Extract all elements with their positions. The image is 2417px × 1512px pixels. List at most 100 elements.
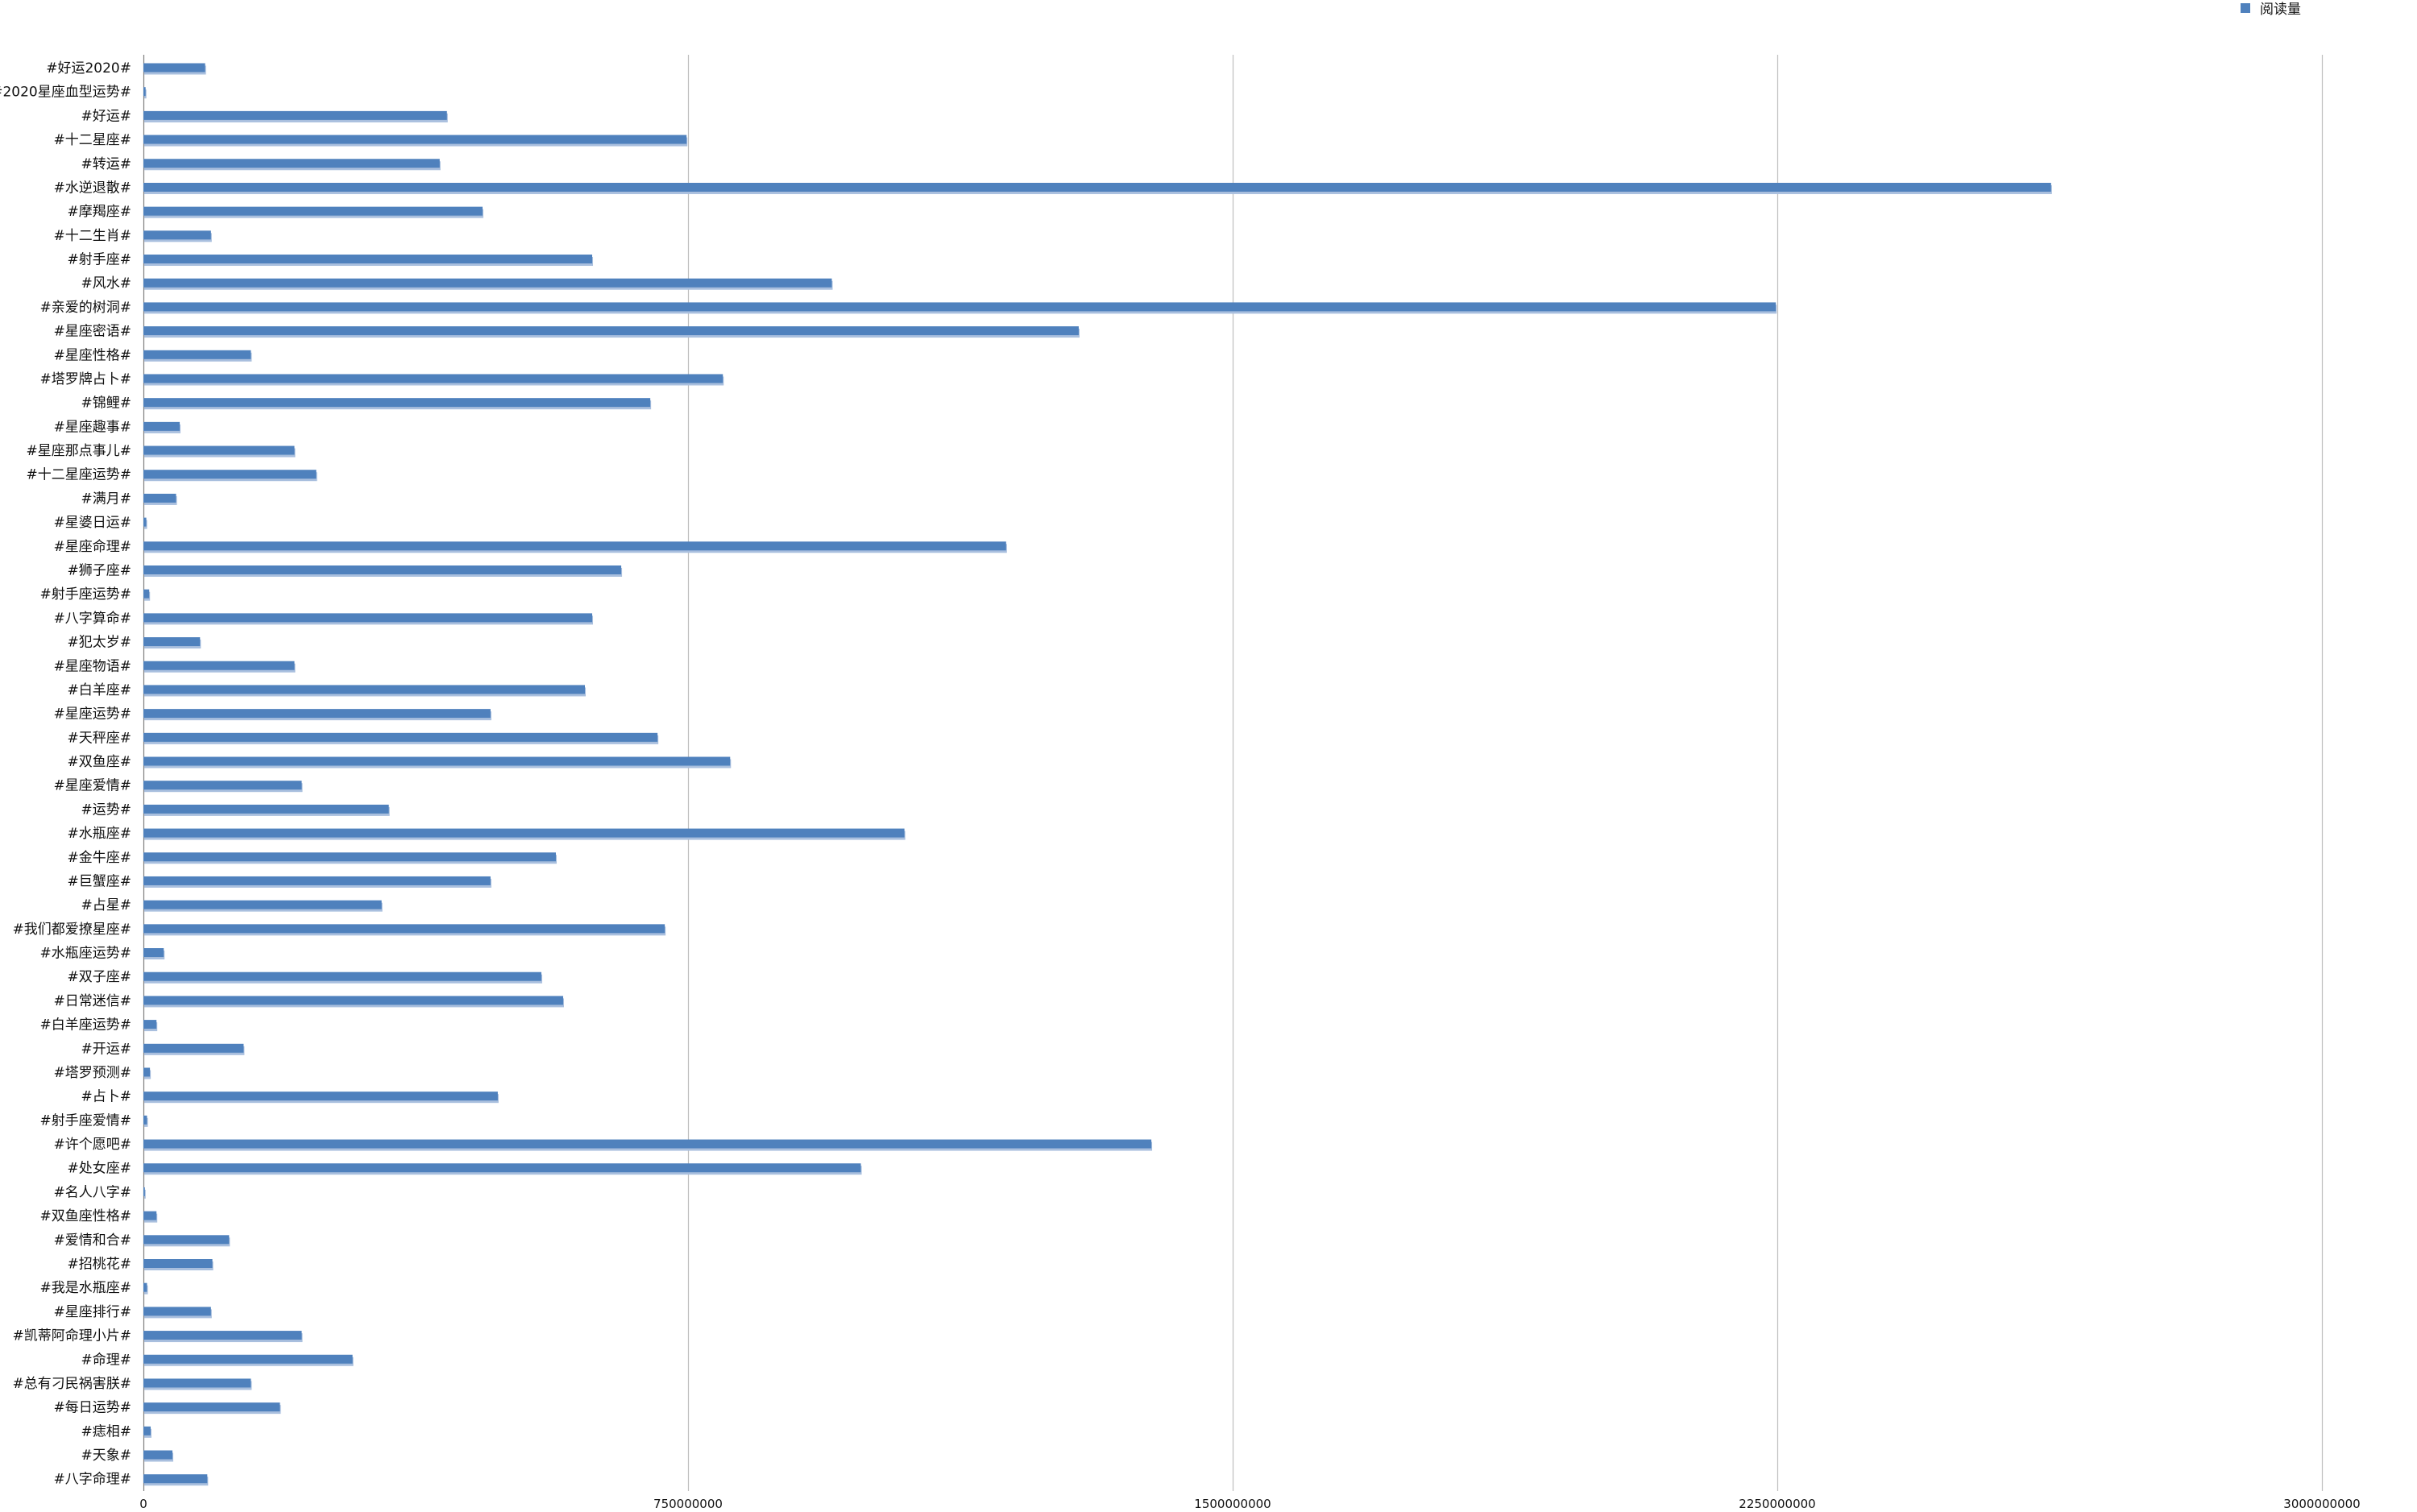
bar (143, 1235, 230, 1245)
bar (143, 1163, 861, 1173)
bar (143, 1331, 302, 1340)
category-label: #星座物语# (54, 658, 132, 674)
category-label: #我是水瓶座# (40, 1280, 132, 1296)
category-label: #开运# (81, 1041, 132, 1057)
category-label: #占卜# (81, 1089, 132, 1105)
bar (143, 182, 2051, 192)
category-label: #射手座# (68, 252, 132, 268)
x-tick-label: 1500000000 (1194, 1497, 1271, 1511)
category-label: #巨蟹座# (68, 873, 132, 889)
bar (143, 781, 302, 790)
bar (143, 756, 731, 766)
category-label: #水逆退散# (54, 180, 132, 196)
category-label: #天象# (81, 1448, 132, 1464)
category-label: #亲爱的树洞# (40, 300, 132, 316)
bar (143, 589, 150, 599)
category-label: #双子座# (68, 969, 132, 985)
bar (143, 1474, 208, 1484)
bar (143, 1450, 173, 1460)
bar (143, 445, 295, 455)
bar (143, 876, 491, 885)
category-label: #塔罗预测# (54, 1065, 132, 1081)
bar (143, 1259, 213, 1268)
category-label: #总有刁民祸害朕# (13, 1376, 132, 1392)
category-label: #满月# (81, 491, 132, 507)
category-label: #白羊座运势# (40, 1017, 132, 1034)
bar (143, 1282, 147, 1292)
bar (143, 1187, 145, 1196)
bar (143, 470, 317, 479)
category-label: #星座那点事儿# (27, 443, 132, 459)
bar (143, 493, 176, 503)
category-label: #十二星座运势# (27, 467, 132, 483)
category-label: #双鱼座性格# (40, 1208, 132, 1224)
category-label: #星座运势# (54, 706, 132, 723)
category-label: #狮子座# (68, 562, 132, 578)
bar (143, 900, 382, 909)
bar (143, 398, 651, 408)
category-label: #射手座爱情# (40, 1112, 132, 1129)
category-label: #犯太岁# (68, 635, 132, 651)
category-label: #名人八字# (54, 1184, 132, 1200)
bar (143, 685, 586, 694)
bar (143, 1115, 147, 1125)
bar (143, 1139, 1152, 1149)
category-label: #占星# (81, 897, 132, 913)
category-label: #塔罗牌占卜# (40, 371, 132, 387)
category-label: #八字算命# (54, 611, 132, 627)
category-label: #十二星座# (54, 132, 132, 148)
bar (143, 924, 665, 934)
category-label: #好运2020# (46, 60, 131, 77)
category-label: #水瓶座# (68, 826, 132, 842)
category-label: #星座性格# (54, 347, 132, 363)
legend-label: 阅读量 (2260, 2, 2301, 18)
category-label: #星座命理# (54, 539, 132, 555)
bar (143, 1354, 353, 1364)
bar (143, 1067, 151, 1077)
bar (143, 1307, 211, 1316)
category-label: #招桃花# (68, 1257, 132, 1273)
category-label: #星座趣事# (54, 419, 132, 435)
bar (143, 278, 832, 288)
bar (143, 852, 556, 862)
bar (143, 255, 593, 264)
category-label: #日常迷信# (54, 993, 132, 1009)
bar (143, 541, 1006, 551)
bar (143, 110, 447, 120)
x-tick-label: 2250000000 (1739, 1497, 1815, 1511)
category-label: #星座排行# (54, 1304, 132, 1320)
category-label: #凯蒂阿命理小片# (13, 1328, 132, 1344)
bar (143, 159, 440, 168)
category-label: #锦鲤# (81, 396, 132, 412)
bar (143, 374, 723, 383)
category-label: #2020星座血型运势# (0, 85, 131, 101)
bar (143, 326, 1079, 336)
bar (143, 1402, 280, 1412)
category-label: #白羊座# (68, 682, 132, 698)
category-label: #转运# (81, 156, 132, 172)
x-tick-label: 0 (139, 1497, 147, 1511)
bar (143, 971, 541, 981)
category-label: #运势# (81, 802, 132, 818)
bar (143, 206, 483, 216)
x-tick-label: 750000000 (653, 1497, 723, 1511)
bar (143, 948, 164, 958)
bar (143, 828, 905, 838)
bar-shadow (144, 1189, 146, 1199)
category-label: #我们都爱撩星座# (13, 922, 132, 938)
category-label: #八字命理# (54, 1472, 132, 1488)
category-label: #许个愿吧# (54, 1137, 132, 1153)
category-label: #金牛座# (68, 850, 132, 866)
category-label: #射手座运势# (40, 586, 132, 603)
bar (143, 87, 146, 97)
bar (143, 1020, 157, 1029)
bar (143, 996, 563, 1005)
bar (143, 613, 593, 623)
bar (143, 421, 180, 431)
category-label: #双鱼座# (68, 754, 132, 770)
category-label: #痣相# (81, 1423, 132, 1440)
bar (143, 732, 658, 742)
legend: 阅读量 (2241, 2, 2301, 18)
bar (143, 63, 205, 72)
